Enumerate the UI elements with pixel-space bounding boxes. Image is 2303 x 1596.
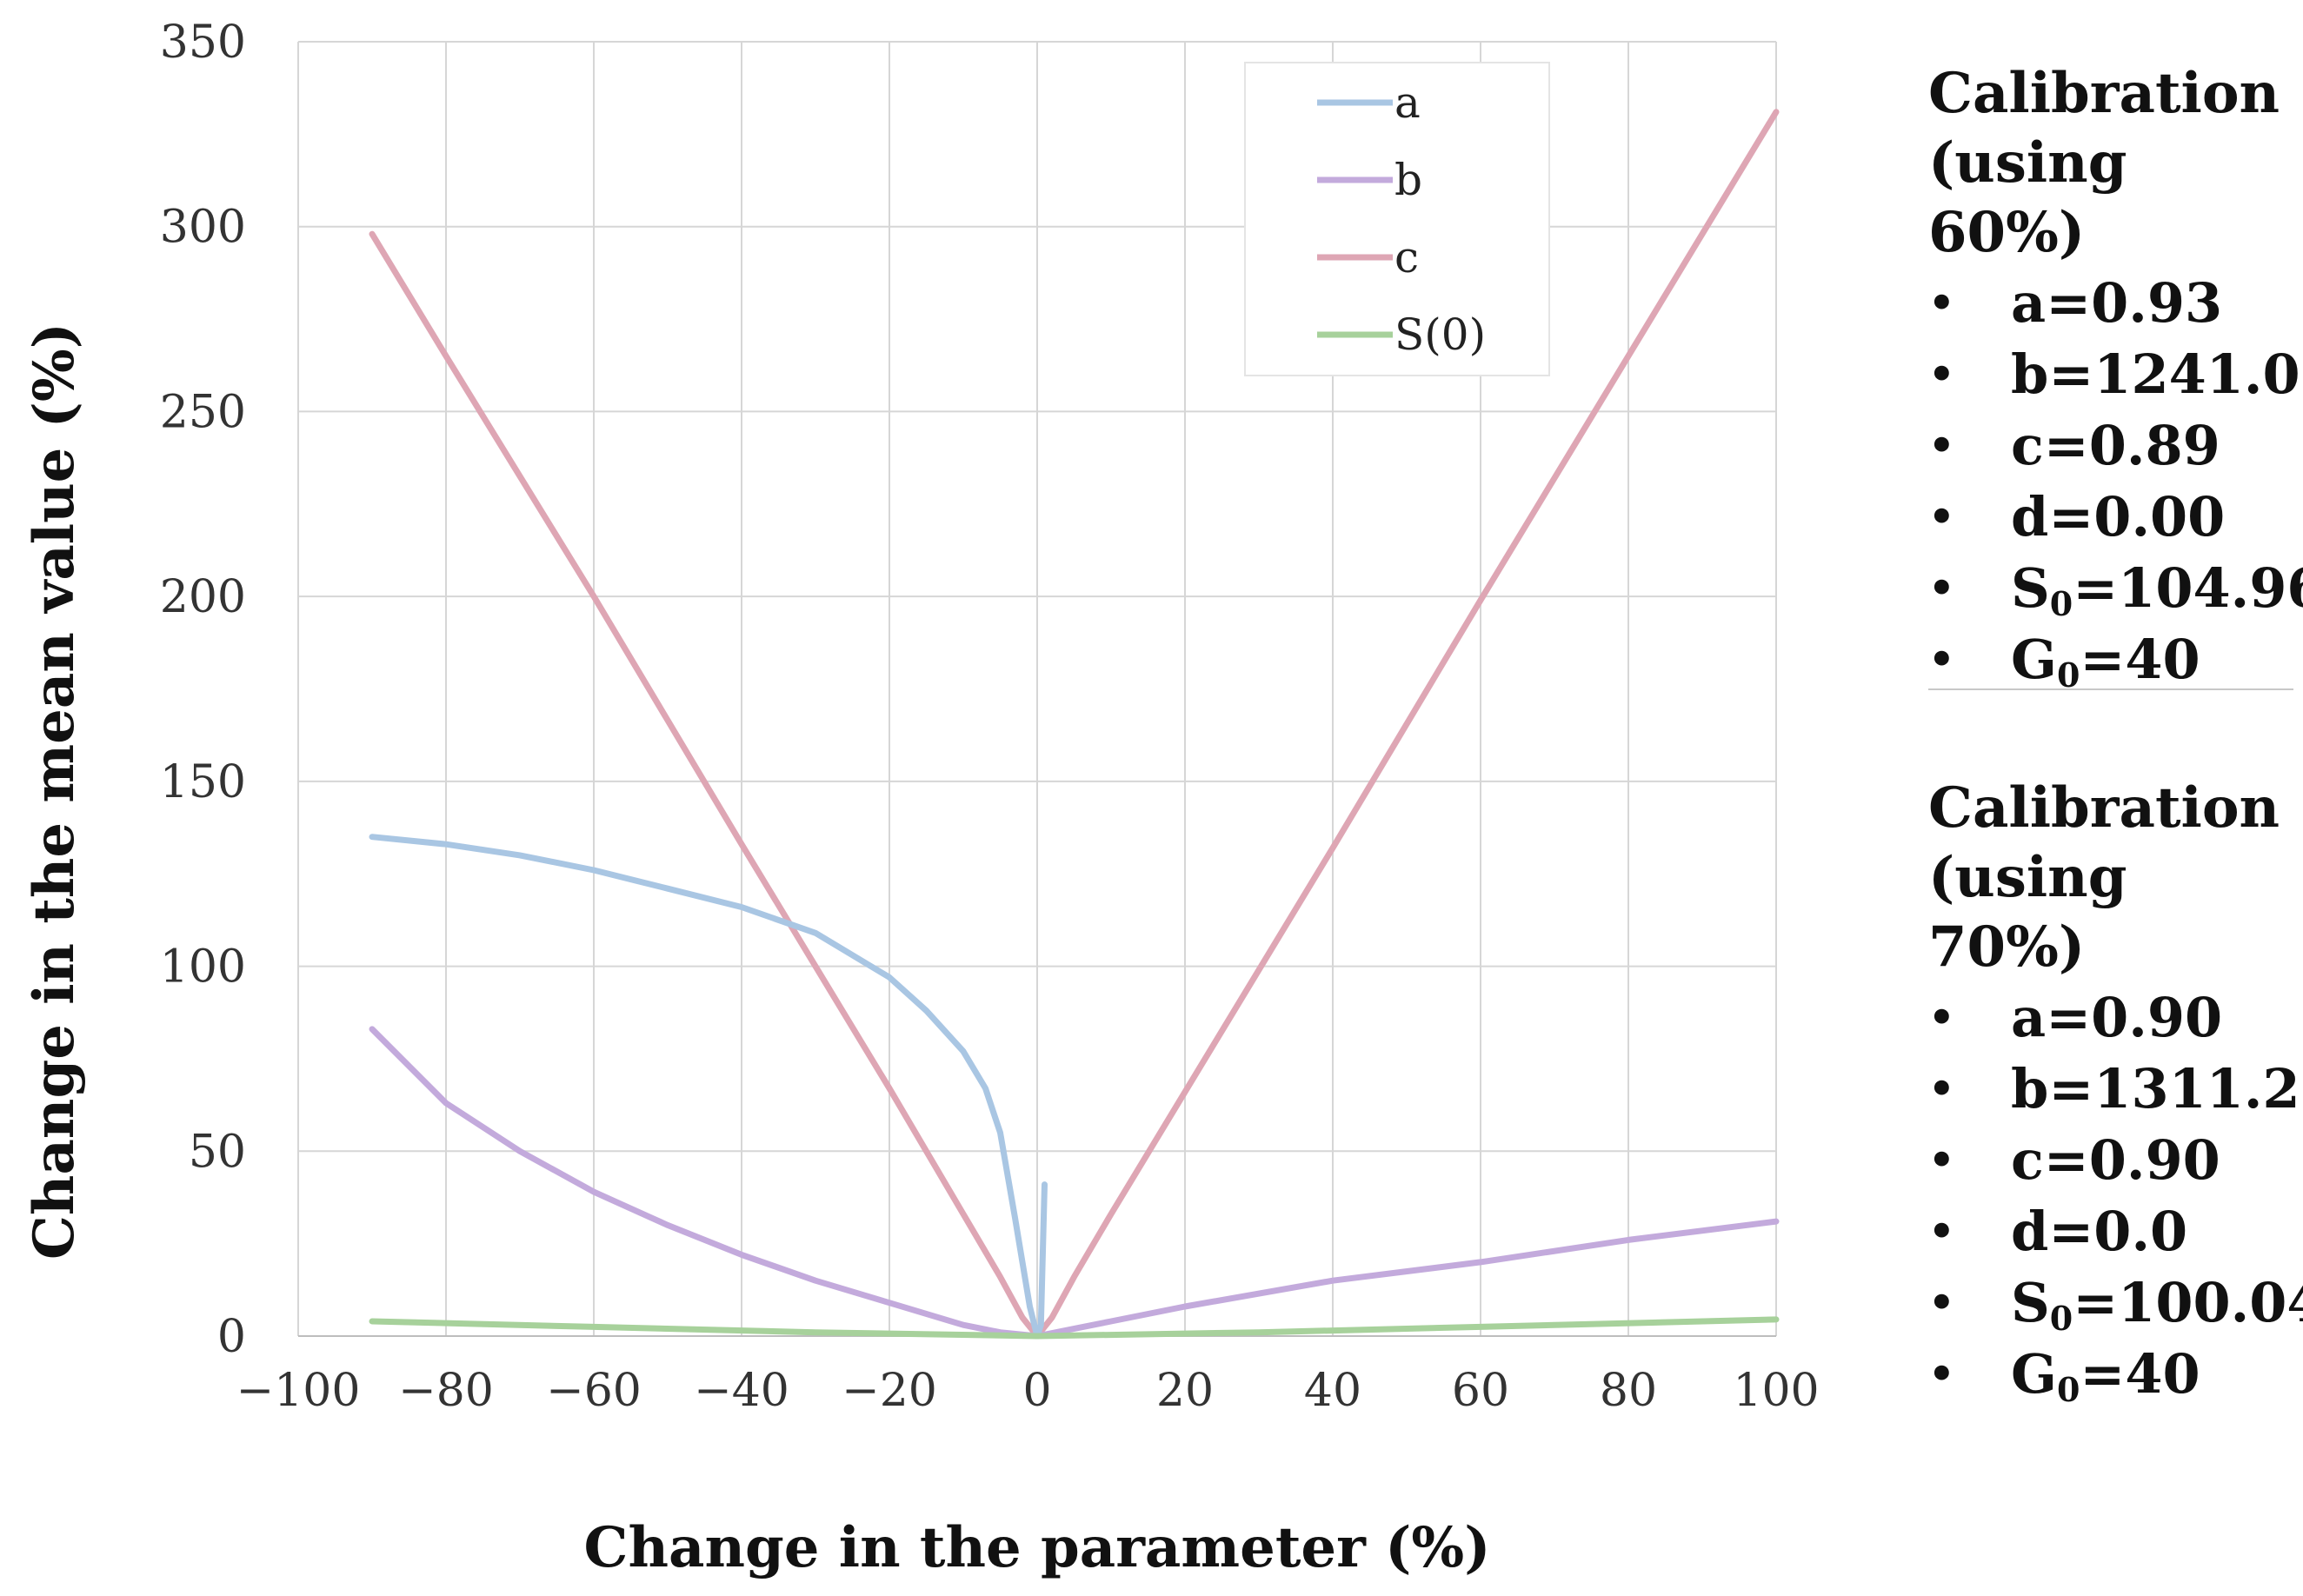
param-value: =0.89 — [2043, 414, 2220, 477]
x-tick-label: 0 — [1022, 1365, 1051, 1417]
bullet: • — [1928, 1065, 1955, 1114]
param-name: d — [2011, 485, 2049, 549]
x-tick-label: 40 — [1304, 1365, 1361, 1417]
x-tick-label: −40 — [694, 1365, 789, 1417]
y-tick-label: 350 — [160, 17, 246, 69]
calibration-70-panel: Calibration (using 70%) • a=0.90 • b=1311.2… — [1928, 774, 2303, 1410]
param-name: b — [2011, 342, 2049, 406]
series-line-b — [369, 1026, 1780, 1340]
param-name: d — [2011, 1200, 2049, 1263]
bullet: • — [1928, 635, 1955, 684]
calibration-60-list: •a=0.93•b=1241.09•c=0.89•d=0.00•S0=104.9… — [1928, 268, 2303, 695]
calibration-item: • b=1241.09 — [1928, 339, 2303, 410]
bullet: • — [1928, 422, 1955, 470]
param-value: =0.0 — [2048, 1200, 2188, 1263]
bullet: • — [1928, 564, 1955, 613]
param-value: =0.00 — [2048, 485, 2226, 549]
calibration-70-title-line1: Calibration — [1928, 775, 2280, 841]
param-value: =1241.09 — [2048, 342, 2303, 406]
calibration-item: • b=1311.27 — [1928, 1054, 2303, 1125]
grid — [297, 41, 1777, 1337]
x-tick-label: 100 — [1733, 1365, 1819, 1417]
calibration-item: • a=0.90 — [1928, 982, 2293, 1054]
calibration-item: • c=0.90 — [1928, 1125, 2293, 1196]
bullet: • — [1928, 1350, 1955, 1399]
x-axis-title: Change in the parameter (%) — [584, 1515, 1491, 1580]
legend-box — [1244, 62, 1550, 376]
calibration-item: • G0=40 — [1928, 1339, 2293, 1410]
legend-label: S(0) — [1394, 309, 1486, 360]
y-tick-label: 0 — [217, 1311, 246, 1363]
param-name: S — [2011, 556, 2050, 620]
bullet: • — [1928, 994, 1955, 1042]
x-tick-label: −60 — [546, 1365, 642, 1417]
param-subscript: 0 — [2056, 1370, 2080, 1409]
calibration-item: • S0=104.96 — [1928, 553, 2303, 624]
param-name: b — [2011, 1057, 2049, 1121]
tick-labels: −100 −80 −60 −40 −20 0 20 40 60 80 100 0 50 100 150 200… — [160, 17, 1820, 1417]
param-name: S — [2011, 1271, 2050, 1334]
calibration-item: • G0=40 — [1928, 624, 2293, 695]
calibration-60-panel: Calibration (using 60%) • a=0.93 • b=1241.0… — [1928, 59, 2303, 695]
param-value: =0.90 — [2043, 1128, 2220, 1192]
param-name: a — [2011, 271, 2047, 335]
bullet: • — [1928, 279, 1955, 328]
y-tick-label: 50 — [189, 1126, 246, 1178]
y-tick-label: 200 — [160, 571, 246, 623]
bullet: • — [1928, 493, 1955, 542]
x-tick-label: −20 — [842, 1365, 937, 1417]
calibration-item: • c=0.89 — [1928, 410, 2293, 482]
series-line-s0 — [369, 1316, 1780, 1340]
y-tick-label: 100 — [160, 941, 246, 994]
param-subscript: 0 — [2056, 655, 2080, 695]
y-tick-label: 150 — [160, 756, 246, 808]
legend: abc S(0) — [1244, 62, 1550, 376]
bullet: • — [1928, 1279, 1955, 1327]
param-value: =1311.27 — [2048, 1057, 2303, 1121]
calibration-70-list: •a=0.90•b=1311.27•c=0.90•d=0.0•S0=100.04… — [1928, 982, 2303, 1410]
series-line-a — [369, 834, 1048, 1340]
x-tick-label: −100 — [236, 1365, 361, 1417]
bullet: • — [1928, 1136, 1955, 1185]
calibration-60-title-line1: Calibration — [1928, 61, 2280, 126]
legend-label: c — [1394, 232, 1419, 283]
param-value: =40 — [2080, 628, 2200, 691]
calibration-item: • d=0.0 — [1928, 1196, 2293, 1267]
calibration-60-title-line2: (using 60%) — [1928, 130, 2127, 265]
param-value: =40 — [2080, 1342, 2200, 1406]
bullet: • — [1928, 350, 1955, 399]
param-value: =0.93 — [2046, 271, 2223, 335]
series-line-c — [369, 109, 1780, 1340]
param-value: =0.90 — [2046, 986, 2223, 1049]
calibration-60-title: Calibration (using 60%) — [1928, 59, 2293, 268]
y-axis-title: Change in the mean value (%) — [22, 323, 87, 1260]
x-tick-label: 20 — [1156, 1365, 1214, 1417]
calibration-70-title-line2: (using 70%) — [1928, 845, 2127, 980]
x-tick-label: −80 — [398, 1365, 494, 1417]
series-layer — [369, 109, 1780, 1340]
bullet: • — [1928, 1207, 1955, 1256]
param-name: a — [2011, 986, 2047, 1049]
x-tick-label: 80 — [1600, 1365, 1657, 1417]
param-name: G — [2011, 628, 2057, 691]
legend-label: b — [1394, 155, 1422, 205]
legend-label: a — [1394, 77, 1421, 128]
param-subscript: 0 — [2049, 1299, 2073, 1338]
y-tick-label: 300 — [160, 202, 246, 254]
calibration-item: • S0=100.04 — [1928, 1267, 2303, 1339]
x-tick-label: 60 — [1452, 1365, 1509, 1417]
calibration-item: • d=0.00 — [1928, 482, 2293, 553]
param-name: c — [2011, 1128, 2044, 1192]
calibration-item: • a=0.93 — [1928, 268, 2293, 339]
calibration-70-title: Calibration (using 70%) — [1928, 774, 2293, 982]
param-subscript: 0 — [2049, 584, 2073, 623]
param-value: =104.96 — [2073, 556, 2303, 620]
param-value: =100.04 — [2073, 1271, 2303, 1334]
y-tick-label: 250 — [160, 386, 246, 438]
param-name: G — [2011, 1342, 2057, 1406]
panel-divider — [1928, 688, 2293, 690]
param-name: c — [2011, 414, 2044, 477]
